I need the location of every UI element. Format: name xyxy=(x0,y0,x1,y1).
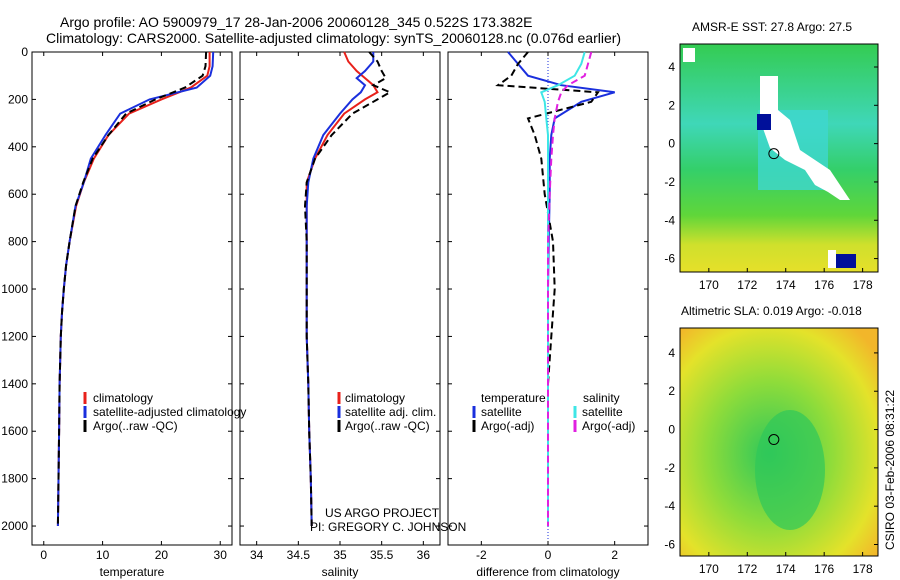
legend-label-argo: Argo(..raw -QC) xyxy=(93,419,178,433)
map-x-tick-label: 170 xyxy=(699,562,719,576)
legend-label-temp-argo: Argo(-adj) xyxy=(481,419,534,433)
sst-map-panel: AMSR-E SST: 27.8 Argo: 27.5 170 172 174 176… xyxy=(664,20,879,292)
sst-cloud-patch xyxy=(683,48,695,62)
difference-panel: -2 0 2 difference from climatology xyxy=(447,51,649,579)
sst-cloud-patch-south xyxy=(828,250,836,268)
map-y-tick-label: -6 xyxy=(664,538,675,552)
x-tick-label: 35 xyxy=(333,548,347,562)
y-tick-label: 600 xyxy=(8,187,28,201)
map-y-tick-label: 2 xyxy=(668,98,675,112)
y-tick-label: 1800 xyxy=(1,472,28,486)
salinity-panel: 34 34.5 35 35.5 36 salinity xyxy=(239,51,441,579)
legend-label-climatology: climatology xyxy=(345,391,405,405)
sst-map-title: AMSR-E SST: 27.8 Argo: 27.5 xyxy=(692,20,852,34)
y-tick-label: 2000 xyxy=(1,519,28,533)
y-tick-label: 800 xyxy=(8,235,28,249)
y-tick-label: 1400 xyxy=(1,377,28,391)
series-line-satellite xyxy=(305,52,375,527)
legend-heading-salinity: salinity xyxy=(583,391,620,405)
y-tick-label: 1000 xyxy=(1,282,28,296)
map-x-tick-label: 178 xyxy=(853,278,873,292)
pi-credit: PI: GREGORY C. JOHNSON xyxy=(310,520,466,534)
series-line-argo_salinity xyxy=(547,51,593,526)
sla-map-axes: 170 172 174 176 178 4 2 0 -2 -4 -6 xyxy=(664,346,878,576)
map-x-tick-label: 170 xyxy=(699,278,719,292)
x-tick-label: 36 xyxy=(417,548,431,562)
map-x-tick-label: 174 xyxy=(776,278,796,292)
header-line-1: Argo profile: AO 5900979_17 28-Jan-2006 … xyxy=(60,14,533,30)
map-x-tick-label: 178 xyxy=(853,562,873,576)
map-y-tick-label: 4 xyxy=(668,346,675,360)
legend-label-sal-satellite: satellite xyxy=(582,405,623,419)
map-y-tick-label: -2 xyxy=(664,461,675,475)
map-x-tick-label: 172 xyxy=(737,562,757,576)
map-y-tick-label: -2 xyxy=(664,175,675,189)
map-y-tick-label: -4 xyxy=(664,499,675,513)
map-x-tick-label: 176 xyxy=(814,278,834,292)
difference-legend: temperature salinity satellite Argo(-adj… xyxy=(472,391,635,433)
map-x-tick-label: 172 xyxy=(737,278,757,292)
y-tick-label: 1600 xyxy=(1,424,28,438)
legend-heading-temperature: temperature xyxy=(481,391,546,405)
map-x-tick-label: 176 xyxy=(814,562,834,576)
sst-float-marker xyxy=(768,148,780,160)
sst-deep-patch-south xyxy=(834,254,856,268)
map-x-tick-label: 174 xyxy=(776,562,796,576)
map-y-tick-label: 4 xyxy=(668,60,675,74)
series-line-argo xyxy=(56,51,208,527)
map-y-tick-label: 0 xyxy=(668,423,675,437)
x-tick-label: 35.5 xyxy=(370,548,394,562)
sla-low-center xyxy=(755,410,825,530)
plot-frame xyxy=(31,51,233,546)
series-line-satellite xyxy=(56,51,215,527)
y-tick-label: 200 xyxy=(8,92,28,106)
sst-map-frame xyxy=(679,43,879,273)
x-tick-label: 0 xyxy=(545,548,552,562)
map-y-tick-label: 0 xyxy=(668,137,675,151)
x-axis-label: temperature xyxy=(100,565,165,579)
y-tick-label: 1200 xyxy=(1,329,28,343)
temperature-panel: 0 10 20 30 temperature 0 200 400 600 800 1000 1200 1… xyxy=(1,45,233,579)
temperature-legend: climatology satellite-adjusted climatolo… xyxy=(83,391,246,433)
map-y-tick-label: -4 xyxy=(664,213,675,227)
x-tick-label: 20 xyxy=(155,548,169,562)
x-tick-label: 2 xyxy=(611,548,618,562)
x-tick-label: 34 xyxy=(250,548,264,562)
sla-map-frame xyxy=(679,327,879,557)
side-timestamp: CSIRO 03-Feb-2006 08:31:22 xyxy=(883,390,897,550)
x-axis-label: salinity xyxy=(322,565,359,579)
sst-map-axes: 170 172 174 176 178 4 2 0 -2 -4 -6 xyxy=(664,60,878,292)
series-line-argo xyxy=(303,51,393,527)
salinity-legend: climatology satellite adj. clim. Argo(..… xyxy=(337,391,436,433)
sla-map-title: Altimetric SLA: 0.019 Argo: -0.018 xyxy=(681,304,862,318)
x-axis-label: difference from climatology xyxy=(476,565,619,579)
y-tick-label: 0 xyxy=(21,45,28,59)
sst-deep-patch xyxy=(757,114,771,130)
sst-map-features xyxy=(683,48,856,268)
series-line-argo xyxy=(495,51,600,526)
legend-label-climatology: climatology xyxy=(93,391,153,405)
project-credit: US ARGO PROJECT xyxy=(325,506,440,520)
x-tick-label: 10 xyxy=(96,548,110,562)
legend-label-satellite: satellite-adjusted climatology xyxy=(93,405,246,419)
plot-frame xyxy=(239,51,441,546)
sst-cloud-mask xyxy=(760,76,850,200)
map-y-tick-label: -6 xyxy=(664,252,675,266)
x-tick-label: 34.5 xyxy=(287,548,311,562)
x-tick-label: 30 xyxy=(214,548,228,562)
map-y-tick-label: 2 xyxy=(668,384,675,398)
legend-label-sal-argo: Argo(-adj) xyxy=(582,419,635,433)
legend-label-satellite: satellite adj. clim. xyxy=(345,405,436,419)
legend-label-temp-satellite: satellite xyxy=(481,405,522,419)
sla-float-marker xyxy=(768,434,780,446)
header-line-2: Climatology: CARS2000. Satellite-adjuste… xyxy=(46,30,621,46)
x-tick-label: -2 xyxy=(476,548,487,562)
legend-label-argo: Argo(..raw -QC) xyxy=(345,419,430,433)
y-tick-label: 400 xyxy=(8,140,28,154)
sla-map-panel: Altimetric SLA: 0.019 Argo: -0.018 170 17… xyxy=(664,304,879,576)
x-tick-label: 0 xyxy=(40,548,47,562)
